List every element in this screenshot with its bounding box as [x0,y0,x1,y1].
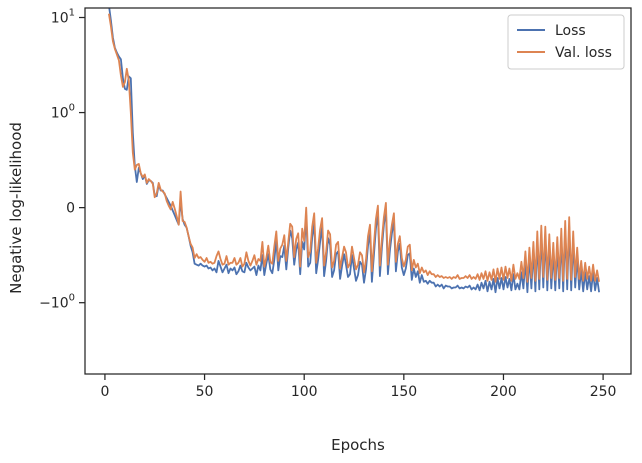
y-tick-label: 101 [51,8,75,27]
y-axis-label: Negative log-likelihood [7,122,25,294]
y-tick-label: −100 [39,293,75,312]
x-axis: 0 50 100 150 200 250 [100,374,616,400]
legend-box [507,14,625,70]
legend-label: Loss [555,23,586,39]
x-tick-label: 250 [590,384,617,400]
axes-frame [84,7,632,375]
plot-area [108,8,600,294]
x-tick-label: 50 [196,384,214,400]
legend-label: Val. loss [555,45,612,61]
x-axis-label: Epochs [331,436,385,454]
y-tick-label: 100 [51,103,75,122]
y-tick-label: 0 [66,201,75,217]
series-line-val-loss [108,13,600,283]
y-axis: 101 100 0 −100 [39,8,85,312]
x-tick-label: 150 [390,384,417,400]
legend: Loss Val. loss [507,14,625,70]
x-tick-label: 200 [490,384,517,400]
x-tick-label: 0 [100,384,109,400]
x-tick-label: 100 [291,384,318,400]
